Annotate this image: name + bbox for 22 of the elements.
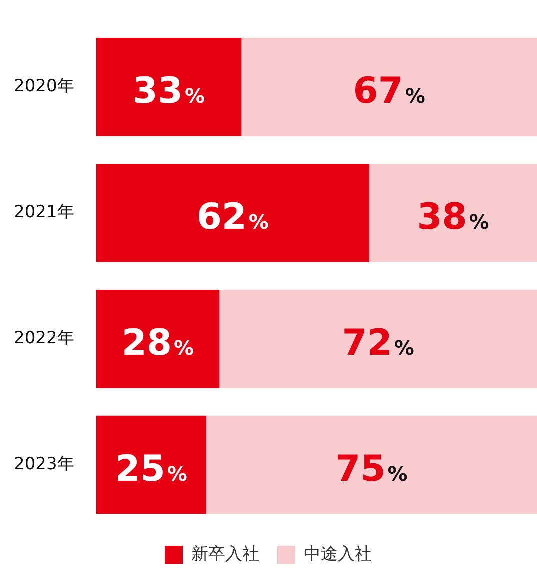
- bar: [220, 290, 537, 388]
- legend-label: 新卒入社: [192, 544, 260, 564]
- bar: [242, 38, 537, 136]
- bar: [206, 416, 537, 514]
- y-tick-label: 2020年: [14, 76, 74, 97]
- y-tick-label: 2021年: [14, 202, 74, 223]
- bar: [370, 164, 537, 262]
- data-label: 33%: [132, 71, 206, 112]
- bar: [96, 38, 242, 136]
- data-label: 38%: [417, 197, 490, 238]
- y-tick-label: 2023年: [14, 454, 74, 474]
- data-label: 67%: [353, 71, 426, 112]
- bar: [96, 416, 206, 514]
- data-label: 28%: [122, 323, 194, 364]
- bar: [96, 164, 370, 262]
- bar: [96, 290, 220, 388]
- legend-label: 中途入社: [304, 544, 372, 564]
- y-tick-label: 2022年: [14, 328, 74, 348]
- data-label: 72%: [342, 323, 414, 364]
- data-label: 75%: [336, 449, 408, 490]
- data-label: 25%: [115, 449, 188, 490]
- data-label: 62%: [196, 197, 269, 238]
